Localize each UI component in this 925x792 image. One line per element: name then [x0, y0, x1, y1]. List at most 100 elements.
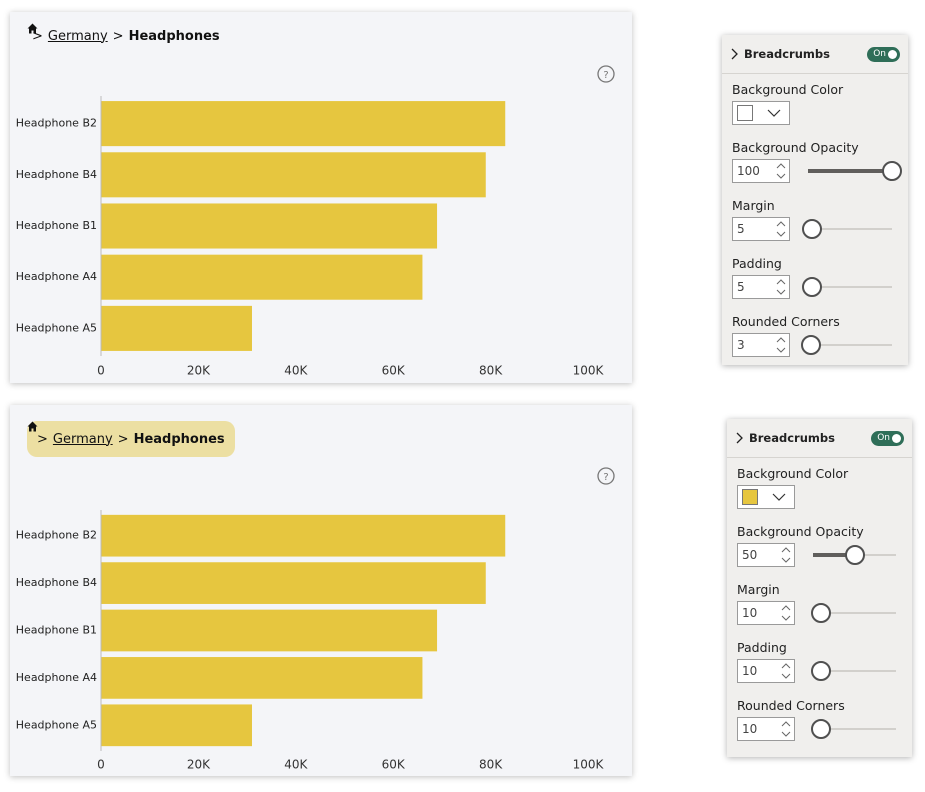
- panel-title: Breadcrumbs: [744, 47, 830, 61]
- color-picker[interactable]: [737, 485, 795, 509]
- number-input[interactable]: 3: [732, 333, 790, 357]
- slider-thumb[interactable]: [811, 719, 832, 739]
- category-label: Headphone A5: [16, 321, 97, 334]
- field: Background Opacity 100: [732, 138, 902, 196]
- bar: [101, 514, 506, 557]
- field: Rounded Corners 3: [732, 312, 898, 370]
- home-shape: [27, 421, 38, 432]
- breadcrumb: > Germany > Headphones: [27, 421, 235, 457]
- chart-card: ? Headphone B2 Headphone B4 Headphone B1 Hea…: [10, 405, 632, 776]
- help-mark: ?: [603, 472, 608, 483]
- number-input[interactable]: 10: [737, 717, 795, 741]
- slider-track[interactable]: [808, 161, 902, 181]
- input-value: 5: [737, 280, 745, 294]
- slider-thumb[interactable]: [802, 277, 823, 297]
- field-label: Padding: [737, 640, 787, 655]
- spinner-arrows: [781, 547, 791, 563]
- input-value: 50: [742, 548, 758, 562]
- field-label: Margin: [737, 582, 780, 597]
- bar: [101, 203, 438, 249]
- panel-header[interactable]: Breadcrumbs On: [722, 35, 908, 74]
- toggle[interactable]: On: [871, 430, 904, 446]
- slider-fill: [808, 169, 892, 173]
- dropdown-chevron: [767, 109, 781, 117]
- x-tick-label: 40K: [284, 364, 308, 378]
- panel-header[interactable]: Breadcrumbs On: [727, 419, 912, 458]
- bar: [101, 152, 486, 198]
- breadcrumb-item[interactable]: Germany: [47, 28, 108, 44]
- toggle-knob: [888, 49, 897, 59]
- help-icon[interactable]: ?: [597, 467, 615, 485]
- category-label: Headphone B4: [16, 576, 97, 589]
- spinner-icon: [776, 337, 786, 353]
- spinner-arrows: [781, 663, 791, 679]
- slider-track[interactable]: [811, 719, 896, 739]
- x-tick-label: 20K: [187, 758, 211, 772]
- field-row: 10: [737, 658, 902, 684]
- category-label: Headphone A4: [16, 270, 97, 283]
- home-icon[interactable]: [27, 23, 38, 34]
- slider-track[interactable]: [802, 219, 892, 239]
- color-picker[interactable]: [732, 101, 790, 125]
- breadcrumb-item[interactable]: Germany: [52, 431, 113, 447]
- field-row: 50: [737, 542, 902, 568]
- category-label: Headphone B2: [16, 529, 97, 542]
- field-row: 10: [737, 600, 902, 626]
- number-input[interactable]: 50: [737, 543, 795, 567]
- chevron-icon: [731, 48, 738, 60]
- spinner-icon: [776, 163, 786, 179]
- slider-thumb[interactable]: [811, 603, 832, 623]
- slider-thumb[interactable]: [800, 335, 821, 355]
- field: Padding 10: [737, 638, 902, 696]
- number-input[interactable]: 100: [732, 159, 790, 183]
- slider-track[interactable]: [811, 603, 896, 623]
- spinner-arrows: [781, 605, 791, 621]
- field: Background Color: [732, 80, 898, 138]
- bar: [101, 704, 252, 747]
- help-icon[interactable]: ?: [597, 65, 615, 83]
- field: Padding 5: [732, 254, 898, 312]
- slider-track[interactable]: [800, 335, 892, 355]
- field-label: Background Color: [732, 82, 844, 97]
- breadcrumb-item: Headphones: [128, 28, 220, 44]
- spinner-arrows: [776, 337, 786, 353]
- number-input[interactable]: 5: [732, 217, 790, 241]
- toggle[interactable]: On: [867, 46, 900, 62]
- category-label: Headphone B1: [16, 219, 97, 232]
- bar: [101, 562, 486, 604]
- x-tick-label: 100K: [573, 758, 605, 772]
- slider-thumb[interactable]: [882, 161, 902, 181]
- chevron-icon: [736, 432, 743, 444]
- field: Rounded Corners 10: [737, 696, 902, 754]
- chart-card: ? Headphone B2 Headphone B4 Headphone B1 Hea…: [10, 12, 632, 383]
- field-row: [732, 100, 898, 126]
- breadcrumb-separator: >: [37, 431, 48, 447]
- home-icon[interactable]: [27, 421, 38, 432]
- help-circle: [597, 65, 615, 83]
- x-tick-label: 0: [97, 364, 105, 378]
- field-row: 10: [737, 716, 902, 742]
- field-label: Background Color: [737, 466, 849, 481]
- field: Background Color: [737, 464, 902, 522]
- number-input[interactable]: 10: [737, 601, 795, 625]
- chart: ? Headphone B2 Headphone B4 Headphone B1 Hea…: [16, 467, 615, 772]
- field-label: Background Opacity: [732, 140, 859, 155]
- field: Margin 5: [732, 196, 898, 254]
- spinner-icon: [776, 221, 786, 237]
- field-label: Background Opacity: [737, 524, 864, 539]
- slider-thumb[interactable]: [844, 545, 865, 565]
- spinner-arrows: [776, 221, 786, 237]
- color-swatch: [737, 105, 753, 121]
- field-row: [737, 484, 902, 510]
- slider-thumb[interactable]: [811, 661, 832, 681]
- slider-track[interactable]: [811, 661, 896, 681]
- x-tick-label: 100K: [573, 364, 605, 378]
- slider-track[interactable]: [813, 545, 896, 565]
- number-input[interactable]: 10: [737, 659, 795, 683]
- slider-track[interactable]: [802, 277, 892, 297]
- number-input[interactable]: 5: [732, 275, 790, 299]
- field-label: Rounded Corners: [737, 698, 845, 713]
- field-row: 5: [732, 216, 898, 242]
- slider-thumb[interactable]: [802, 219, 823, 239]
